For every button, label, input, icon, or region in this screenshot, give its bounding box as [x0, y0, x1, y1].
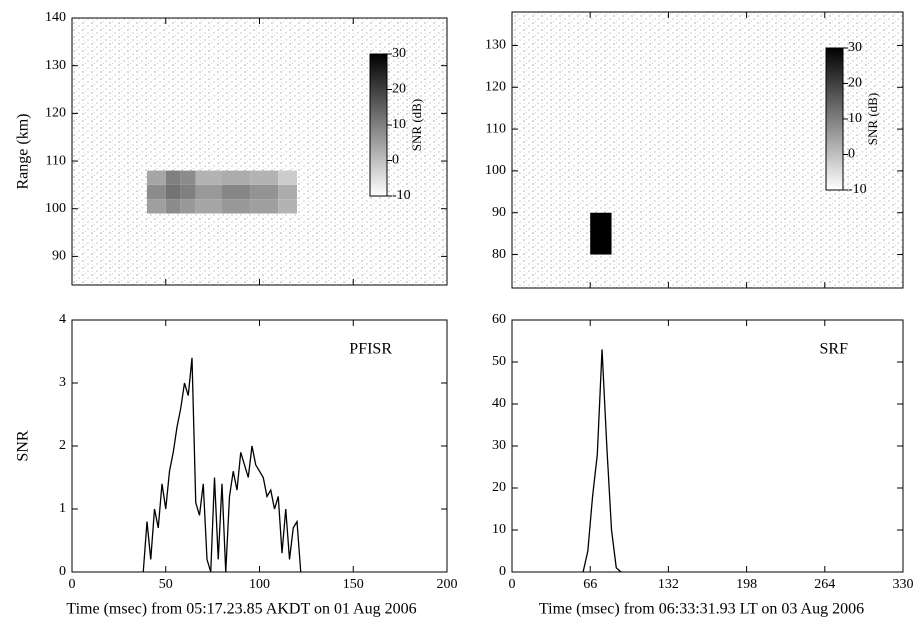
line	[142, 357, 302, 573]
y-tick-label: 130	[45, 58, 66, 73]
y-tick-label: 30	[492, 438, 506, 453]
heat-cell	[165, 199, 181, 214]
colorbar-tick-label: 10	[392, 117, 406, 132]
plot-frame	[511, 319, 904, 573]
heat-cell	[278, 184, 297, 200]
colorbar	[825, 47, 844, 191]
line	[582, 349, 622, 573]
plot-frame	[511, 11, 904, 289]
heat-cell	[147, 184, 166, 200]
heat-cell	[180, 199, 196, 214]
heat-cell	[147, 170, 166, 185]
colorbar-tick-label: 30	[848, 40, 862, 55]
y-tick-label: 120	[45, 106, 66, 121]
heat-cell	[250, 199, 279, 214]
y-tick-label: 80	[492, 247, 506, 262]
x-tick-label: 0	[69, 577, 76, 592]
heat-cell	[195, 199, 222, 214]
y-axis-label: Range (km)	[15, 114, 32, 190]
plot-frame	[71, 319, 448, 573]
annotation: PFISR	[349, 341, 392, 358]
y-tick-label: 1	[59, 501, 66, 516]
y-tick-label: 40	[492, 396, 506, 411]
colorbar-tick-label: -10	[392, 188, 411, 203]
x-tick-label: 150	[343, 577, 364, 592]
colorbar-tick-label: 0	[392, 153, 399, 168]
x-tick-label: 66	[583, 577, 597, 592]
colorbar	[369, 53, 388, 197]
x-tick-label: 200	[437, 577, 458, 592]
heat-cell	[165, 170, 181, 185]
colorbar-tick-label: 20	[392, 82, 406, 97]
x-tick-label: 132	[658, 577, 679, 592]
noise-background	[512, 12, 903, 288]
heat-cell	[147, 199, 166, 214]
y-tick-label: 0	[59, 564, 66, 579]
heat-cell	[180, 170, 196, 185]
annotation: SRF	[820, 341, 849, 358]
y-tick-label: 3	[59, 375, 66, 390]
y-tick-label: 130	[485, 38, 506, 53]
heat-cell	[222, 199, 251, 214]
x-tick-label: 50	[159, 577, 173, 592]
heat-cell	[590, 212, 612, 255]
y-tick-label: 140	[45, 10, 66, 25]
y-tick-label: 50	[492, 354, 506, 369]
colorbar-tick-label: 10	[848, 111, 862, 126]
x-axis-label: Time (msec) from 06:33:31.93 LT on 03 Au…	[539, 601, 864, 618]
y-tick-label: 100	[45, 201, 66, 216]
y-tick-label: 110	[486, 121, 506, 136]
heat-cell	[180, 184, 196, 200]
colorbar-tick-label: 30	[392, 46, 406, 61]
y-tick-label: 20	[492, 480, 506, 495]
heat-cell	[278, 170, 297, 185]
colorbar-tick-label: -10	[848, 182, 867, 197]
y-tick-label: 120	[485, 79, 506, 94]
y-tick-label: 110	[46, 153, 66, 168]
colorbar-label: SNR (dB)	[409, 99, 424, 151]
heat-cell	[222, 170, 251, 185]
heat-cell	[250, 170, 279, 185]
heat-cell	[195, 170, 222, 185]
x-tick-label: 264	[814, 577, 835, 592]
x-tick-label: 0	[509, 577, 516, 592]
y-tick-label: 90	[492, 205, 506, 220]
colorbar-label: SNR (dB)	[865, 93, 880, 145]
x-tick-label: 330	[893, 577, 914, 592]
heat-cell	[195, 184, 222, 200]
noise-background	[72, 18, 447, 285]
heat-cell	[165, 184, 181, 200]
heat-cell	[278, 199, 297, 214]
x-tick-label: 198	[736, 577, 757, 592]
y-tick-label: 0	[499, 564, 506, 579]
y-axis-label: SNR	[15, 430, 32, 461]
colorbar-tick-label: 20	[848, 76, 862, 91]
colorbar-tick-label: 0	[848, 147, 855, 162]
y-tick-label: 4	[59, 312, 66, 327]
heat-cell	[222, 184, 251, 200]
y-tick-label: 2	[59, 438, 66, 453]
y-tick-label: 60	[492, 312, 506, 327]
y-tick-label: 90	[52, 249, 66, 264]
x-axis-label: Time (msec) from 05:17.23.85 AKDT on 01 …	[66, 601, 416, 618]
x-tick-label: 100	[249, 577, 270, 592]
heat-cell	[250, 184, 279, 200]
y-tick-label: 100	[485, 163, 506, 178]
y-tick-label: 10	[492, 522, 506, 537]
